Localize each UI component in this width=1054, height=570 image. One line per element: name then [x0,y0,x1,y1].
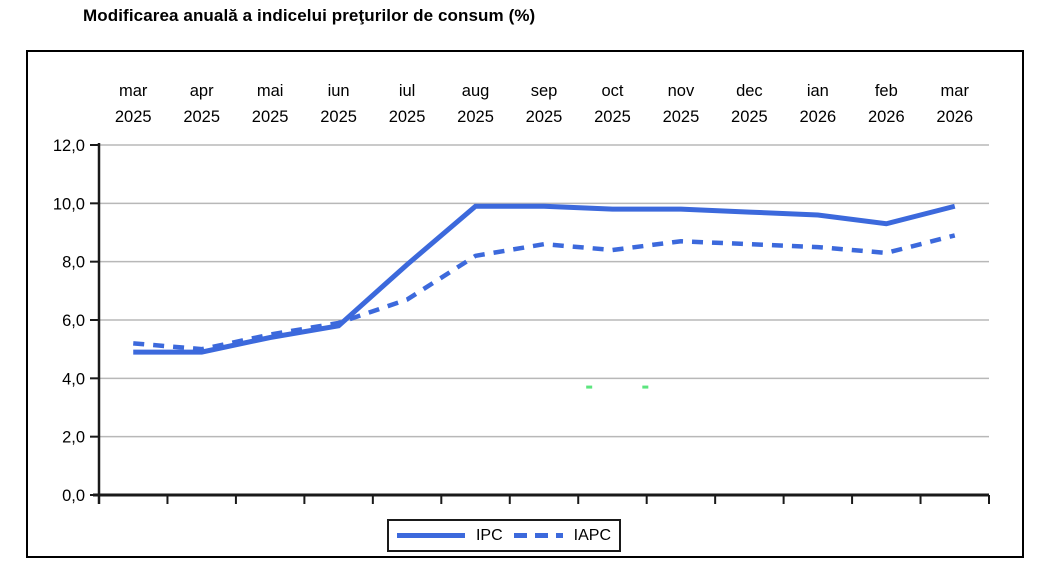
x-category-year-label: 2025 [526,108,563,126]
x-category-month-label: sep [531,82,558,100]
y-axis-tick-label: 12,0 [53,137,85,155]
series-line-iapc [133,233,956,352]
x-category-month-label: oct [601,82,623,100]
legend: IPC IAPC [387,519,621,552]
x-category-month-label: iul [399,82,416,100]
artifact-dot [586,385,593,389]
x-category-year-label: 2025 [389,108,426,126]
x-category-month-label: nov [668,82,695,100]
y-axis-tick-label: 8,0 [62,254,85,272]
x-category-year-label: 2025 [183,108,220,126]
legend-ipc-label: IPC [475,526,503,544]
x-category-month-label: apr [190,82,214,100]
x-category-month-label: aug [462,82,490,100]
x-category-year-label: 2025 [731,108,768,126]
x-category-year-label: 2026 [868,108,905,126]
x-category-year-label: 2025 [663,108,700,126]
y-axis-tick-label: 2,0 [62,429,85,447]
x-category-month-label: dec [736,82,763,100]
x-category-year-label: 2025 [457,108,494,126]
y-axis-tick-label: 6,0 [62,312,85,330]
y-axis-tick-label: 4,0 [62,370,85,388]
series-line-ipc [133,203,956,355]
x-category-year-label: 2026 [799,108,836,126]
chart-frame: 0,0 2,0 4,0 6,0 8,0 10,0 12,0 mar 2025 apr 2025 mai… [26,50,1024,558]
x-category-year-label: 2025 [594,108,631,126]
plot-area: 0,0 2,0 4,0 6,0 8,0 10,0 12,0 mar 2025 apr 2025 mai… [53,82,990,505]
x-category-month-label: mai [257,82,284,100]
x-category-year-label: 2025 [252,108,289,126]
legend-iapc-line-swatch [513,533,563,538]
y-axis-tick-label: 0,0 [62,487,85,505]
x-category-month-label: feb [875,82,898,100]
legend-ipc-line-swatch [396,533,465,538]
artifact-dot [642,385,649,389]
x-category-year-label: 2026 [936,108,973,126]
legend-iapc-label: IAPC [573,526,611,544]
x-category-month-label: mar [119,82,148,100]
y-axis-tick-label: 10,0 [53,195,85,213]
chart-title: Modificarea anuală a indicelui preţurilo… [83,6,536,25]
x-category-month-label: iun [328,82,350,100]
x-category-month-label: ian [807,82,829,100]
x-category-month-label: mar [941,82,970,100]
x-category-year-label: 2025 [115,108,152,126]
x-category-year-label: 2025 [320,108,357,126]
